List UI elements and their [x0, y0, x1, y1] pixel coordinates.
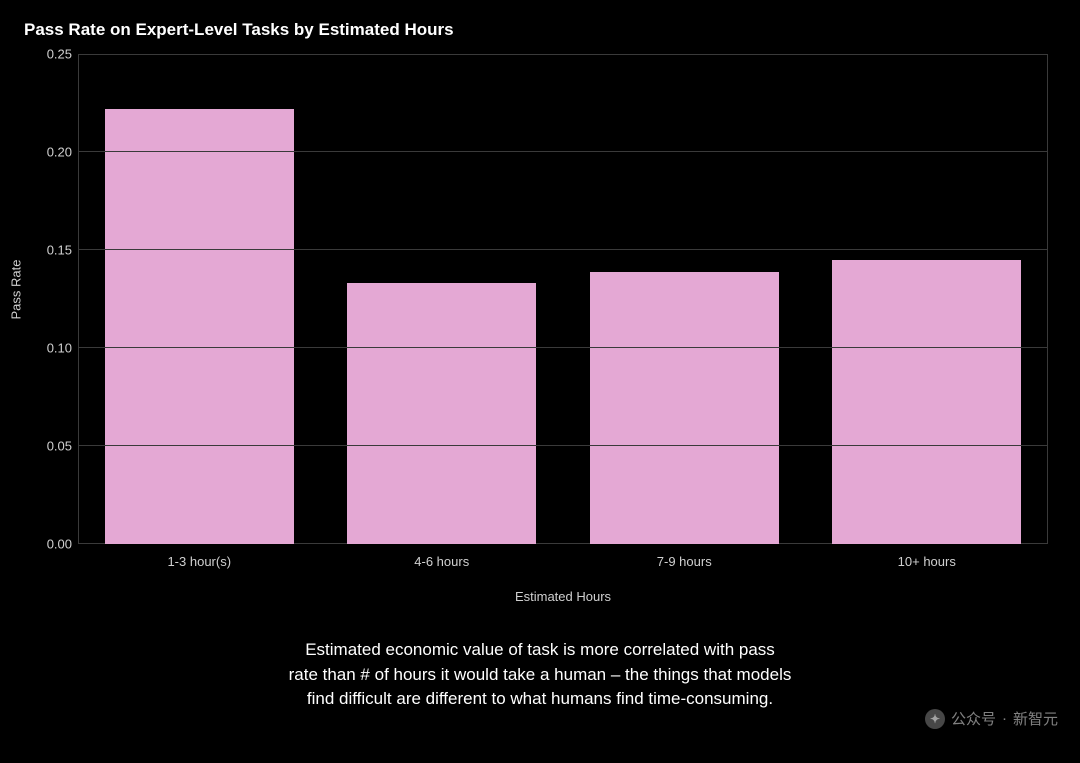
x-tick-label: 1-3 hour(s) [78, 554, 321, 569]
plot-area: 0.000.050.100.150.200.25 [78, 54, 1048, 544]
x-tick-label: 10+ hours [806, 554, 1049, 569]
caption-line-1: Estimated economic value of task is more… [144, 638, 936, 663]
bar-slot [563, 54, 806, 544]
bar [832, 260, 1021, 544]
y-tick-label: 0.00 [32, 537, 72, 552]
caption-line-3: find difficult are different to what hum… [144, 687, 936, 712]
y-tick-label: 0.05 [32, 439, 72, 454]
y-tick-label: 0.10 [32, 341, 72, 356]
bar [347, 283, 536, 544]
y-tick-label: 0.15 [32, 243, 72, 258]
grid-line [78, 347, 1048, 348]
y-tick-label: 0.25 [32, 47, 72, 62]
bar [105, 109, 294, 544]
caption: Estimated economic value of task is more… [24, 638, 1056, 712]
y-tick-label: 0.20 [32, 145, 72, 160]
bar-slot [78, 54, 321, 544]
y-axis-label: Pass Rate [6, 44, 26, 534]
x-tick-label: 7-9 hours [563, 554, 806, 569]
bar-slot [321, 54, 564, 544]
bars-row [78, 54, 1048, 544]
caption-line-2: rate than # of hours it would take a hum… [144, 663, 936, 688]
grid-line [78, 249, 1048, 250]
chart-container: Pass Rate on Expert-Level Tasks by Estim… [0, 0, 1080, 763]
chart-title: Pass Rate on Expert-Level Tasks by Estim… [24, 20, 1056, 40]
watermark-separator: · [1002, 710, 1007, 727]
x-tick-label: 4-6 hours [321, 554, 564, 569]
bar-slot [806, 54, 1049, 544]
x-axis-label: Estimated Hours [78, 589, 1048, 604]
grid-line [78, 445, 1048, 446]
bar [590, 272, 779, 544]
x-ticks: 1-3 hour(s)4-6 hours7-9 hours10+ hours [78, 554, 1048, 569]
grid-line [78, 151, 1048, 152]
